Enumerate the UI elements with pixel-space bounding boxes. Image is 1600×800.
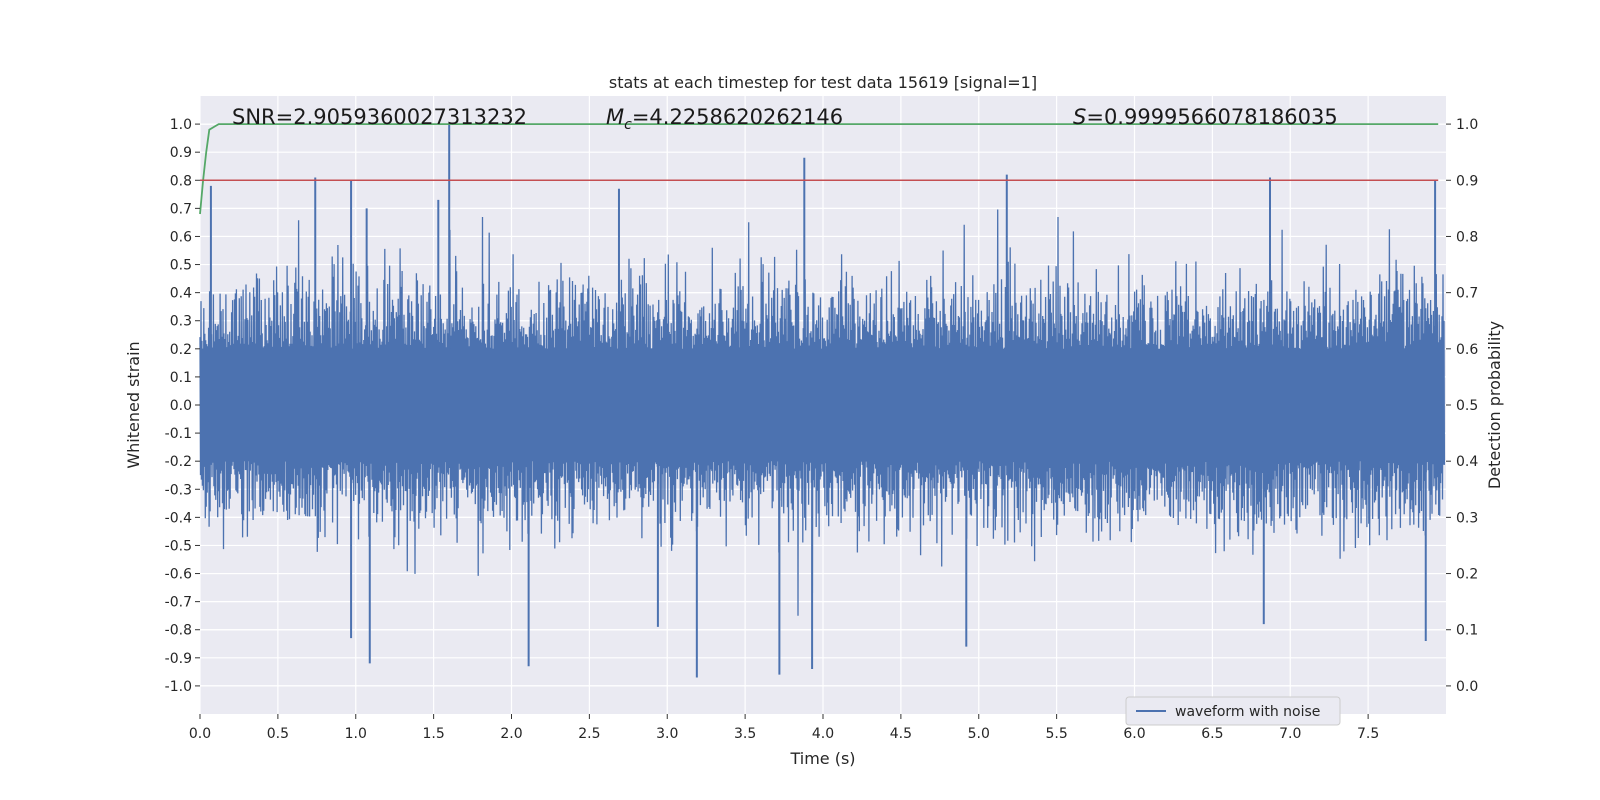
y-tick-label: 0.9 [170, 145, 192, 161]
x-tick-label: 7.5 [1357, 726, 1379, 742]
x-tick-label: 4.0 [812, 726, 834, 742]
y-tick-label: 0.8 [170, 173, 192, 189]
y2-tick-label: 0.6 [1456, 342, 1478, 358]
legend-box [1125, 696, 1341, 726]
y-tick-label: -1.0 [165, 679, 192, 695]
x-tick-label: 3.5 [734, 726, 756, 742]
y2-tick-label: 0.4 [1456, 454, 1478, 470]
chirp-mass-subscript: c [624, 117, 632, 133]
y-tick-label: 0.6 [170, 229, 192, 245]
x-tick-label: 1.0 [345, 726, 367, 742]
y-tick-label: 0.3 [170, 314, 192, 330]
y2-tick-label: 0.2 [1456, 567, 1478, 583]
y-tick-label: 0.7 [170, 201, 192, 217]
s-annotation: S=0.9999566078186035 [1073, 105, 1338, 129]
y-tick-label: 1.0 [170, 117, 192, 133]
x-tick-label: 3.0 [656, 726, 678, 742]
legend-label: waveform with noise [1175, 704, 1320, 720]
x-tick-label: 2.0 [500, 726, 522, 742]
y-tick-label: -0.1 [165, 426, 192, 442]
y2-tick-label: 0.0 [1456, 679, 1478, 695]
x-tick-label: 0.0 [189, 726, 211, 742]
x-tick-label: 5.5 [1045, 726, 1067, 742]
y-tick-label: 0.1 [170, 370, 192, 386]
x-tick-label: 2.5 [578, 726, 600, 742]
y-tick-label: -0.8 [165, 623, 192, 639]
x-axis-label: Time (s) [789, 749, 855, 768]
y2-tick-label: 0.7 [1456, 286, 1478, 302]
y2-tick-label: 0.3 [1456, 510, 1478, 526]
waveform-series [199, 124, 1446, 678]
y-tick-label: -0.7 [165, 595, 192, 611]
x-tick-label: 1.5 [422, 726, 444, 742]
legend: waveform with noise [1125, 696, 1341, 726]
chart-title: stats at each timestep for test data 156… [609, 73, 1037, 92]
y-tick-label: 0.2 [170, 342, 192, 358]
y2-axis-label: Detection probability [1485, 321, 1504, 489]
y2-tick-label: 1.0 [1456, 117, 1478, 133]
y2-tick-label: 0.9 [1456, 173, 1478, 189]
chirp-mass-symbol: M [606, 105, 624, 129]
chirp-mass-value: =4.2258620262146 [632, 105, 843, 129]
y-tick-label: 0.5 [170, 258, 192, 274]
y2-tick-label: 0.8 [1456, 229, 1478, 245]
y-axis-label: Whitened strain [124, 341, 143, 468]
x-tick-label: 6.0 [1123, 726, 1145, 742]
snr-annotation: SNR=2.9059360027313232 [232, 105, 527, 129]
x-tick-label: 0.5 [267, 726, 289, 742]
y2-tick-label: 0.5 [1456, 398, 1478, 414]
y-tick-label: -0.6 [165, 567, 192, 583]
x-tick-label: 5.0 [968, 726, 990, 742]
waveform-core [200, 348, 1445, 462]
y-tick-label: -0.4 [165, 510, 192, 526]
detection-probability-line [199, 123, 1439, 215]
y-tick-label: -0.5 [165, 538, 192, 554]
x-tick-label: 4.5 [890, 726, 912, 742]
probability-series [199, 123, 1439, 215]
y-tick-label: 0.4 [170, 286, 192, 302]
y2-tick-label: 0.1 [1456, 623, 1478, 639]
s-symbol: S [1073, 105, 1086, 129]
y2-axis-ticks: 1.0 0.9 0.8 0.7 0.6 0.5 0.4 0.3 0.2 0.1 0.0 [1446, 117, 1478, 695]
x-tick-label: 7.0 [1279, 726, 1301, 742]
y-tick-label: -0.3 [165, 482, 192, 498]
y-tick-label: -0.9 [165, 651, 192, 667]
s-value: =0.9999566078186035 [1086, 105, 1337, 129]
y-tick-label: -0.2 [165, 454, 192, 470]
y-axis-ticks: 1.0 0.9 0.8 0.7 0.6 0.5 0.4 0.3 0.2 0.1 0.0 -0.1 -0.… [165, 117, 200, 695]
y-tick-label: 0.0 [170, 398, 192, 414]
x-tick-label: 6.5 [1201, 726, 1223, 742]
chirp-mass-annotation: Mc=4.2258620262146 [606, 105, 843, 133]
